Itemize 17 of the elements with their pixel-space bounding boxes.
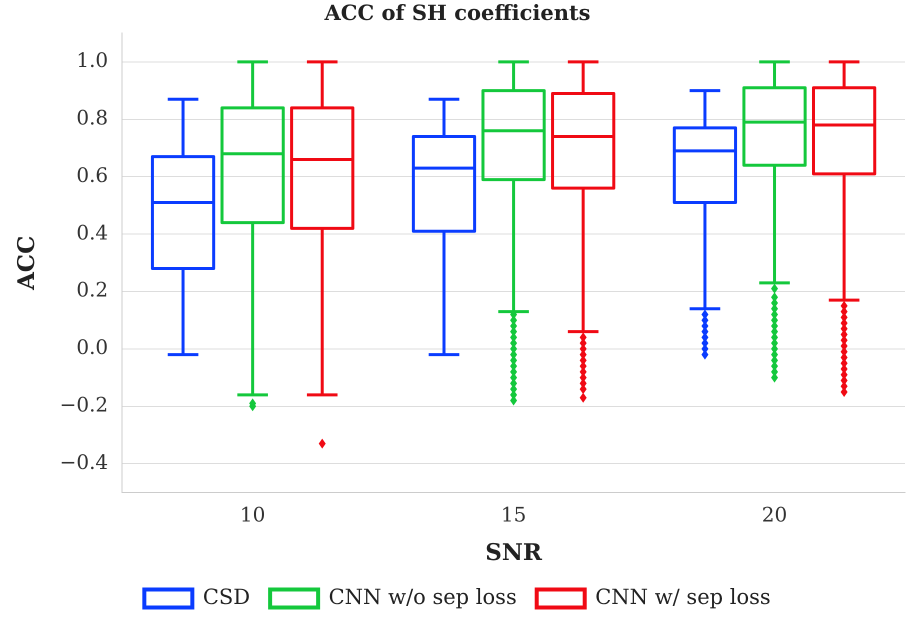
chart-title: ACC of SH coefficients xyxy=(324,0,590,26)
legend-label: CSD xyxy=(202,584,250,609)
x-tick-label: 20 xyxy=(762,502,788,527)
x-tick-label: 15 xyxy=(500,502,526,527)
legend-label: CNN w/o sep loss xyxy=(328,584,517,609)
y-tick-label: 0.4 xyxy=(76,220,108,244)
y-tick-label: 0.2 xyxy=(76,278,108,302)
legend-label: CNN w/ sep loss xyxy=(595,584,771,609)
x-tick-label: 10 xyxy=(240,502,266,527)
y-tick-label: −0.4 xyxy=(60,450,108,474)
y-tick-label: 0.8 xyxy=(76,106,108,130)
y-axis-title: ACC xyxy=(12,236,40,292)
y-tick-label: 0.0 xyxy=(76,335,108,360)
y-tick-label: −0.2 xyxy=(60,392,108,417)
y-tick-label: 0.6 xyxy=(76,162,108,187)
y-tick-label: 1.0 xyxy=(76,48,108,72)
x-axis-title: SNR xyxy=(485,539,543,566)
